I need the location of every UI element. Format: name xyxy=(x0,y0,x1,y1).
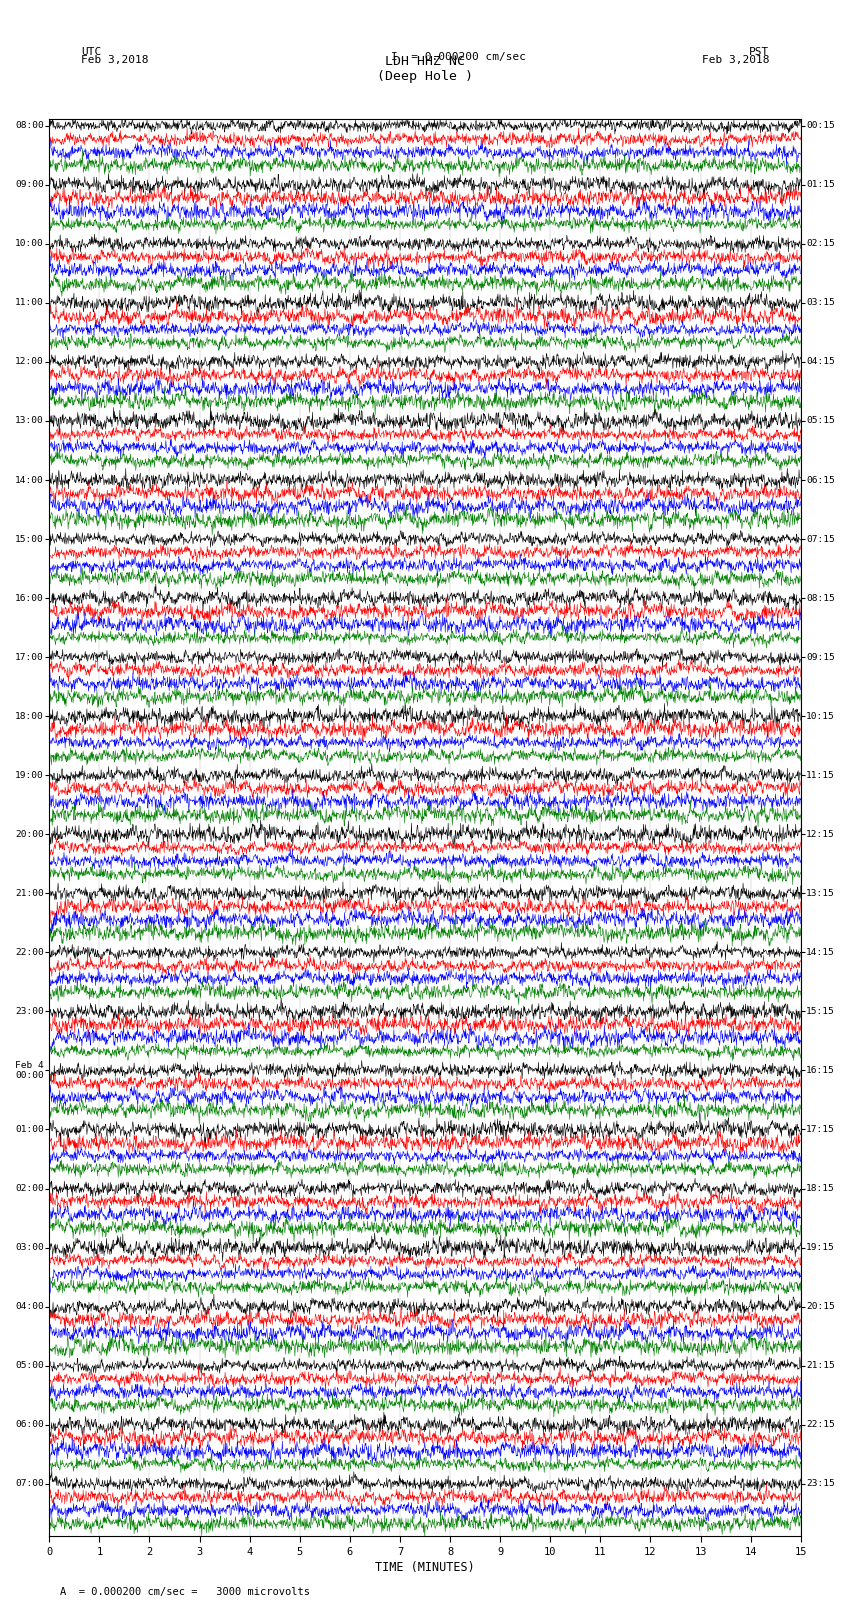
X-axis label: TIME (MINUTES): TIME (MINUTES) xyxy=(375,1561,475,1574)
Text: I  = 0.000200 cm/sec: I = 0.000200 cm/sec xyxy=(391,52,526,61)
Text: Feb 3,2018: Feb 3,2018 xyxy=(81,55,148,65)
Text: A  = 0.000200 cm/sec =   3000 microvolts: A = 0.000200 cm/sec = 3000 microvolts xyxy=(60,1587,309,1597)
Text: UTC: UTC xyxy=(81,47,101,56)
Text: PST: PST xyxy=(749,47,769,56)
Title: LDH HHZ NC
(Deep Hole ): LDH HHZ NC (Deep Hole ) xyxy=(377,55,473,84)
Text: Feb 3,2018: Feb 3,2018 xyxy=(702,55,769,65)
